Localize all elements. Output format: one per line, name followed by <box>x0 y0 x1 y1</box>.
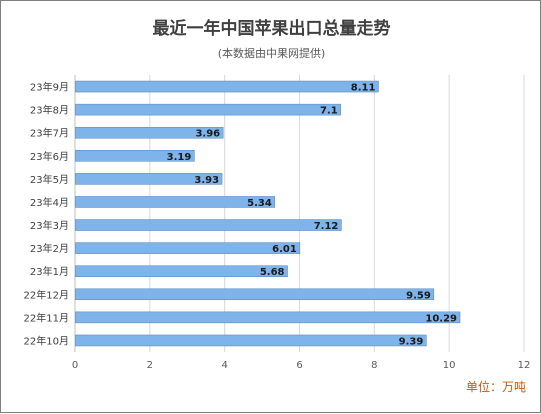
bar <box>75 103 341 116</box>
category-label: 23年5月 <box>30 173 69 186</box>
bar <box>75 265 288 277</box>
value-label: 7.12 <box>314 221 339 232</box>
category-label: 23年9月 <box>30 81 69 94</box>
category-label: 23年8月 <box>30 104 69 117</box>
category-label: 22年12月 <box>24 288 69 301</box>
category-label: 23年6月 <box>30 150 69 163</box>
bar <box>75 334 427 347</box>
value-label: 9.39 <box>399 336 424 347</box>
chart-title: 最近一年中国苹果出口总量走势 <box>152 19 391 39</box>
bar <box>75 126 224 139</box>
bar <box>75 150 195 162</box>
value-label: 3.19 <box>167 152 192 163</box>
category-label: 23年3月 <box>30 219 69 232</box>
bar <box>75 242 301 254</box>
category-label: 23年1月 <box>30 265 69 278</box>
value-label: 7.1 <box>320 106 338 117</box>
value-label: 8.11 <box>351 83 376 94</box>
x-tick-label: 10 <box>443 360 456 371</box>
x-tick-label: 2 <box>147 360 153 371</box>
value-label: 3.96 <box>195 129 220 140</box>
category-label: 22年10月 <box>24 334 69 347</box>
x-tick-label: 4 <box>221 360 227 371</box>
value-label: 6.01 <box>272 244 297 255</box>
x-tick-label: 6 <box>296 360 302 371</box>
x-tick-label: 8 <box>371 360 377 371</box>
bar <box>75 80 379 93</box>
bar <box>75 288 435 301</box>
x-tick-label: 0 <box>72 360 78 371</box>
category-label: 23年2月 <box>30 242 69 255</box>
chart-subtitle: (本数据由中果网提供) <box>217 47 326 60</box>
value-label: 9.59 <box>406 290 431 301</box>
bar <box>75 196 276 208</box>
value-label: 3.93 <box>194 175 219 186</box>
unit-label: 单位：万吨 <box>465 380 526 394</box>
category-label: 23年7月 <box>30 127 69 140</box>
bar <box>75 311 461 324</box>
bar <box>75 173 223 185</box>
x-tick-label: 12 <box>518 360 531 371</box>
category-label: 23年4月 <box>30 196 69 209</box>
value-label: 10.29 <box>425 313 457 324</box>
value-label: 5.68 <box>260 267 285 278</box>
category-label: 22年11月 <box>24 311 69 324</box>
bar <box>75 219 342 231</box>
value-label: 5.34 <box>247 198 272 209</box>
